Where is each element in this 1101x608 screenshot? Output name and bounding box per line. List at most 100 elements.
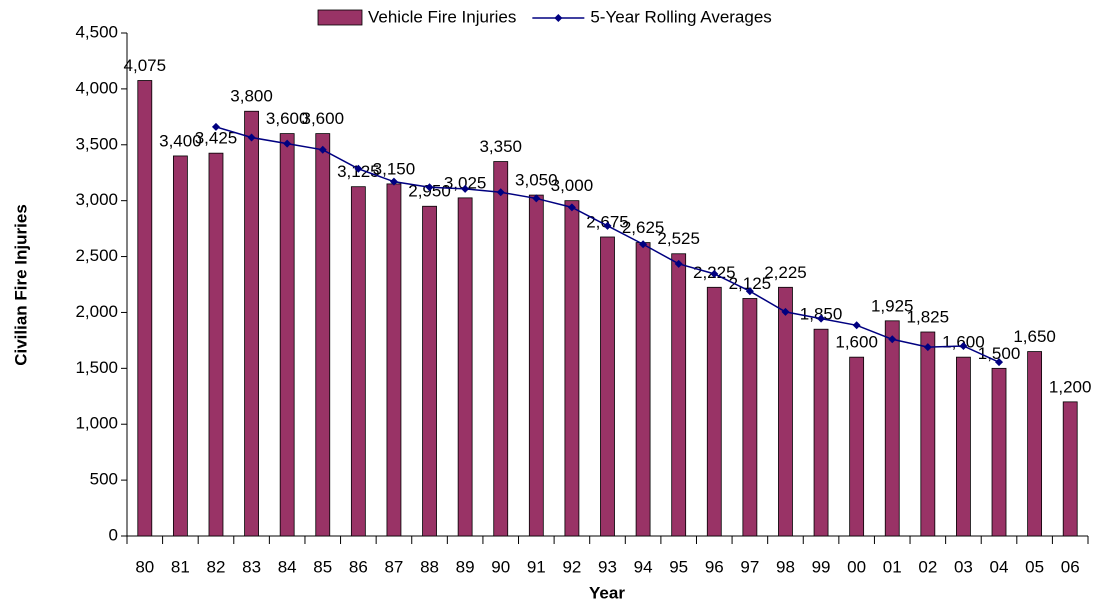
x-tick-label: 86 — [349, 557, 368, 576]
bar — [315, 133, 331, 537]
bar — [884, 320, 900, 537]
line-marker — [354, 164, 363, 173]
bar — [778, 286, 793, 537]
y-axis-label: Civilian Fire Injuries — [11, 204, 30, 366]
data-label: 3,350 — [479, 137, 522, 156]
line-marker — [247, 133, 256, 142]
x-tick-label: 87 — [384, 557, 403, 576]
line-marker — [923, 343, 932, 352]
line-marker — [318, 145, 327, 154]
x-tick-label: 95 — [669, 557, 688, 576]
line-marker — [959, 341, 968, 350]
bar — [991, 367, 1007, 537]
line-marker — [425, 183, 434, 192]
y-tick-label: 0 — [109, 525, 118, 544]
x-tick-label: 03 — [954, 557, 973, 576]
x-tick-label: 89 — [456, 557, 475, 576]
x-tick-label: 84 — [278, 557, 297, 576]
bar — [279, 133, 295, 537]
x-tick-label: 82 — [207, 557, 226, 576]
y-tick-label: 3,500 — [75, 134, 118, 153]
line-marker — [496, 188, 505, 197]
bar — [706, 286, 722, 537]
bar — [564, 200, 580, 537]
bar — [742, 298, 758, 537]
data-label: 1,600 — [835, 333, 878, 352]
data-label: 1,925 — [871, 296, 914, 315]
line-marker — [532, 194, 541, 203]
y-tick-label: 500 — [90, 470, 118, 489]
legend-swatch — [317, 9, 363, 26]
data-label: 2,125 — [729, 274, 772, 293]
line-marker — [995, 358, 1004, 367]
x-tick-label: 01 — [883, 557, 902, 576]
x-tick-label: 97 — [740, 557, 759, 576]
x-tick-label: 04 — [990, 557, 1009, 576]
y-tick-label: 3,000 — [75, 190, 118, 209]
x-tick-label: 92 — [562, 557, 581, 576]
data-label: 1,825 — [907, 307, 950, 326]
data-label: 3,025 — [444, 173, 487, 192]
bar — [920, 331, 936, 537]
x-tick-label: 00 — [847, 557, 866, 576]
data-label: 1,200 — [1049, 377, 1092, 396]
bar — [671, 253, 687, 537]
x-tick-label: 02 — [918, 557, 937, 576]
bar — [635, 242, 651, 537]
x-tick-label: 96 — [705, 557, 724, 576]
data-label: 1,650 — [1013, 327, 1056, 346]
data-label: 3,000 — [551, 176, 594, 195]
y-tick-label: 1,000 — [75, 414, 118, 433]
data-label: 2,625 — [622, 218, 665, 237]
data-label: 3,400 — [159, 131, 202, 150]
x-tick-label: 80 — [135, 557, 154, 576]
line-marker — [603, 221, 612, 230]
bar — [849, 356, 865, 537]
line-marker — [781, 307, 790, 316]
line-marker — [389, 177, 398, 186]
x-tick-label: 06 — [1061, 557, 1080, 576]
line-marker — [639, 240, 648, 249]
bar — [1062, 401, 1078, 537]
x-tick-label: 91 — [527, 557, 546, 576]
line-marker — [710, 269, 719, 278]
bar — [208, 152, 224, 537]
line-marker — [567, 203, 576, 212]
data-label: 3,800 — [230, 87, 273, 106]
bar — [172, 155, 188, 537]
data-label: 4,075 — [124, 56, 167, 75]
line-marker — [283, 139, 292, 148]
data-label: 3,150 — [373, 159, 416, 178]
x-tick-label: 98 — [776, 557, 795, 576]
data-label: 3,600 — [301, 109, 344, 128]
x-tick-label: 90 — [491, 557, 510, 576]
bar — [457, 197, 473, 537]
legend-marker — [554, 14, 563, 22]
bar — [386, 183, 402, 537]
data-label: 3,050 — [515, 171, 558, 190]
legend-label: 5-Year Rolling Averages — [590, 7, 771, 26]
x-tick-label: 85 — [313, 557, 332, 576]
x-tick-label: 88 — [420, 557, 439, 576]
data-label: 3,425 — [195, 129, 238, 148]
bar — [137, 80, 153, 537]
x-tick-label: 94 — [634, 557, 653, 576]
x-tick-label: 81 — [171, 557, 190, 576]
bar — [244, 110, 259, 537]
legend-label: Vehicle Fire Injuries — [368, 7, 516, 26]
y-tick-label: 4,000 — [75, 78, 118, 97]
bar — [600, 236, 615, 537]
line-marker — [674, 259, 683, 268]
x-axis-label: Year — [589, 583, 625, 602]
x-tick-label: 83 — [242, 557, 261, 576]
y-tick-label: 2,000 — [75, 302, 118, 321]
bar — [956, 356, 971, 537]
line-marker — [888, 335, 897, 344]
x-tick-label: 93 — [598, 557, 617, 576]
x-tick-label: 99 — [812, 557, 831, 576]
bar — [528, 194, 544, 537]
line-marker — [817, 314, 826, 323]
bar — [350, 186, 366, 537]
data-label: 1,850 — [800, 305, 843, 324]
